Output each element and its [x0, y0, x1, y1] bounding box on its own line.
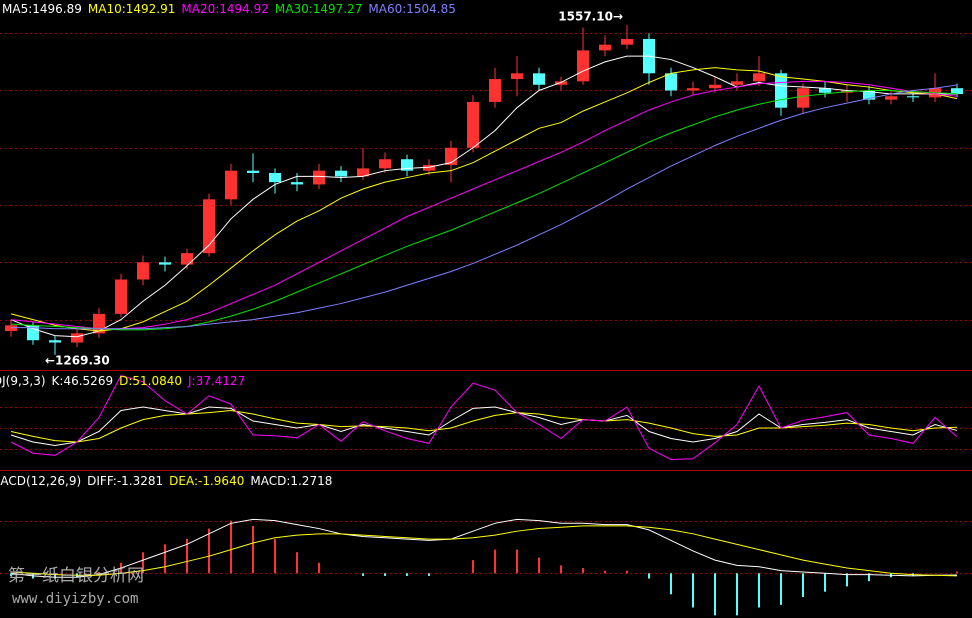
legend-entry: J:37.4127 — [187, 374, 245, 388]
candle-body — [775, 73, 787, 108]
line — [10, 80, 958, 330]
candle-body — [401, 159, 413, 171]
legend-entry: MA10:1492.91 — [88, 2, 176, 16]
candle-body — [951, 88, 963, 95]
candle-body — [511, 73, 523, 80]
candle-body — [379, 159, 391, 169]
line — [10, 374, 958, 461]
candle-body — [467, 101, 479, 148]
panel-title: KDJ(9,3,3) — [0, 374, 46, 388]
legend: MACD(12,26,9) DIFF:-1.3281 DEA:-1.9640 MACD… — [0, 474, 332, 488]
legend-entry: MA60:1504.85 — [368, 2, 456, 16]
candle-body — [423, 164, 435, 171]
watermark-url: www.diyizby.com — [12, 591, 138, 607]
candle-body — [291, 182, 303, 185]
candle-body — [181, 253, 193, 265]
candle-body — [687, 88, 699, 91]
candle-body — [357, 168, 369, 177]
candle-body — [797, 88, 809, 108]
legend-entry: DIFF:-1.3281 — [87, 474, 163, 488]
candle-body — [819, 88, 831, 93]
candle-body — [49, 340, 61, 343]
candle-body — [489, 79, 501, 102]
annotation: 1557.10→ — [558, 10, 623, 24]
line — [10, 518, 958, 578]
candle-body — [269, 172, 281, 183]
candle-body — [115, 279, 127, 314]
candle-body — [203, 199, 215, 254]
legend-entry: D:51.0840 — [119, 374, 182, 388]
legend-entry: MACD:1.2718 — [250, 474, 332, 488]
candle-body — [709, 84, 721, 89]
candle-body — [159, 262, 171, 265]
annotation: ←1269.30 — [45, 353, 110, 367]
candle-body — [577, 50, 589, 82]
candle-body — [5, 325, 17, 332]
candle-body — [247, 170, 259, 173]
candle-body — [71, 333, 83, 343]
line — [10, 55, 958, 338]
candle-body — [335, 170, 347, 177]
line — [10, 525, 958, 577]
line — [10, 406, 958, 447]
candle-body — [885, 96, 897, 100]
legend-entry: MA20:1494.92 — [181, 2, 269, 16]
panel-title: MACD(12,26,9) — [0, 474, 81, 488]
candle-body — [555, 81, 567, 85]
line — [11, 84, 958, 330]
candle-body — [753, 73, 765, 82]
candle-body — [137, 262, 149, 280]
candle-body — [533, 73, 545, 85]
legend-entry: MA5:1496.89 — [2, 2, 82, 16]
candle-body — [27, 325, 39, 341]
line — [10, 67, 958, 332]
candle-body — [621, 38, 633, 45]
candle-body — [665, 73, 677, 91]
candle-body — [731, 81, 743, 85]
candle-body — [599, 44, 611, 51]
legend: KDJ(9,3,3) K:46.5269 D:51.0840 J:37.4127 — [0, 374, 245, 388]
candle-body — [863, 90, 875, 100]
watermark-title: 第一纸白银分析网 — [8, 566, 144, 586]
line — [10, 409, 958, 443]
legend-entry: DEA:-1.9640 — [169, 474, 244, 488]
candle-body — [225, 170, 237, 200]
legend-entry: K:46.5269 — [52, 374, 114, 388]
line — [10, 89, 958, 331]
legend: MA5:1496.89 MA10:1492.91 MA20:1494.92 MA30:… — [2, 2, 456, 16]
candle-body — [907, 96, 919, 98]
candle-body — [313, 170, 325, 185]
legend-entry: MA30:1497.27 — [275, 2, 363, 16]
